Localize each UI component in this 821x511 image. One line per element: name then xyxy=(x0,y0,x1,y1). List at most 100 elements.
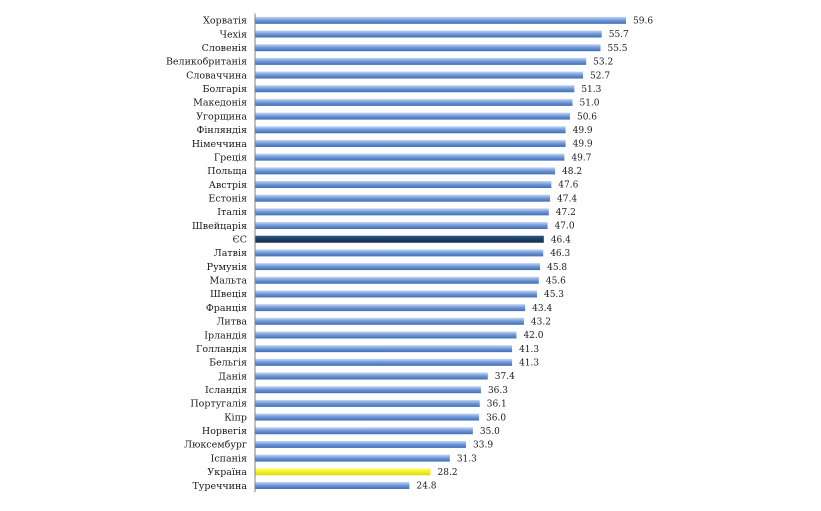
bar-10 xyxy=(255,153,565,161)
value-labels-group: 59.6 55.7 55.5 53.2 52.7 51.3 51.0 50.6 49.9 49.9… xyxy=(416,17,653,492)
value-label: 36.1 xyxy=(487,400,507,410)
value-label: 47.2 xyxy=(556,208,576,218)
bar-22 xyxy=(255,317,524,325)
value-label: 24.8 xyxy=(416,482,436,492)
bar-2 xyxy=(255,44,601,52)
bar-27 xyxy=(255,386,481,394)
bar-28 xyxy=(255,399,480,407)
value-label: 48.2 xyxy=(562,167,582,177)
category-label: Голландія xyxy=(196,344,247,355)
value-label: 45.3 xyxy=(544,290,564,300)
category-label: Болгарія xyxy=(203,84,248,95)
bar-8 xyxy=(255,126,566,134)
bar-23 xyxy=(255,331,517,339)
category-label: Бельгія xyxy=(209,358,247,369)
category-labels-group: Хорватія Чехія Словенія Великобританія Слова… xyxy=(166,16,247,492)
value-label: 51.3 xyxy=(581,85,601,95)
value-label: 41.3 xyxy=(519,359,539,369)
category-label: Австрія xyxy=(209,180,247,191)
bar-19 xyxy=(255,276,539,284)
bar-1 xyxy=(255,30,602,38)
category-label: Ірландія xyxy=(204,330,247,341)
category-label: Мальта xyxy=(209,276,247,287)
category-label: Португалія xyxy=(190,399,247,410)
category-label: Естонія xyxy=(208,193,247,204)
category-label: Іспанія xyxy=(211,453,247,464)
value-label: 50.6 xyxy=(577,112,597,122)
value-label: 47.6 xyxy=(558,181,578,191)
bar-24 xyxy=(255,345,513,353)
bar-26 xyxy=(255,372,488,380)
category-label: ЄС xyxy=(232,235,247,246)
bar-33 xyxy=(255,468,431,476)
bar-14 xyxy=(255,208,549,216)
bar-18 xyxy=(255,263,541,271)
category-label: Литва xyxy=(216,317,247,328)
value-label: 35.0 xyxy=(480,427,500,437)
bar-34 xyxy=(255,481,410,489)
value-label: 36.3 xyxy=(488,386,508,396)
bars-group xyxy=(255,16,626,489)
category-label: Польща xyxy=(207,166,247,177)
value-label: 31.3 xyxy=(457,454,477,464)
category-label: Чехія xyxy=(220,29,247,40)
category-label: Македонія xyxy=(193,98,247,109)
value-label: 55.7 xyxy=(609,30,629,40)
bar-11 xyxy=(255,167,556,175)
category-label: Румунія xyxy=(207,262,247,273)
bar-30 xyxy=(255,427,473,435)
value-label: 45.8 xyxy=(547,263,567,273)
category-label: Італія xyxy=(217,207,247,218)
value-label: 53.2 xyxy=(593,58,613,68)
category-label: Кіпр xyxy=(224,412,247,423)
bar-9 xyxy=(255,139,566,147)
category-label: Словаччина xyxy=(186,70,247,81)
bar-13 xyxy=(255,194,551,202)
bar-31 xyxy=(255,440,467,448)
value-label: 45.6 xyxy=(546,276,566,286)
bar-32 xyxy=(255,454,450,462)
category-label: Данія xyxy=(218,371,247,382)
value-label: 55.5 xyxy=(607,44,627,54)
category-label: Німеччина xyxy=(192,139,248,150)
category-label: Норвегія xyxy=(202,426,247,437)
category-label: Україна xyxy=(207,467,247,478)
value-label: 59.6 xyxy=(633,17,653,27)
value-label: 43.2 xyxy=(531,318,551,328)
value-label: 47.4 xyxy=(557,194,577,204)
bar-21 xyxy=(255,304,526,312)
bar-25 xyxy=(255,358,513,366)
bar-15 xyxy=(255,222,548,230)
bar-4 xyxy=(255,71,584,79)
category-label: Франція xyxy=(206,303,247,314)
value-label: 42.0 xyxy=(523,331,543,341)
category-label: Швеція xyxy=(210,289,247,300)
bar-29 xyxy=(255,413,480,421)
category-label: Люксембург xyxy=(184,440,247,451)
value-label: 49.7 xyxy=(571,153,591,163)
value-label: 36.0 xyxy=(486,413,506,423)
bar-6 xyxy=(255,98,573,106)
bar-12 xyxy=(255,181,552,188)
category-label: Угорщина xyxy=(196,111,247,122)
value-label: 47.0 xyxy=(555,222,575,232)
category-label: Ісландія xyxy=(205,385,247,396)
value-label: 43.4 xyxy=(532,304,552,314)
category-label: Словенія xyxy=(202,43,247,54)
bar-20 xyxy=(255,290,537,298)
value-label: 41.3 xyxy=(519,345,539,355)
category-label: Фінляндія xyxy=(197,125,248,136)
value-label: 33.9 xyxy=(473,441,493,451)
category-label: Латвія xyxy=(214,248,247,259)
bar-17 xyxy=(255,249,544,257)
bar-3 xyxy=(255,57,587,65)
category-label: Греція xyxy=(214,152,247,163)
category-label: Великобританія xyxy=(166,57,247,68)
value-label: 52.7 xyxy=(590,71,610,81)
value-label: 49.9 xyxy=(573,140,593,150)
bar-16 xyxy=(255,235,544,243)
value-label: 49.9 xyxy=(573,126,593,136)
value-label: 51.0 xyxy=(579,99,599,109)
bar-0 xyxy=(255,16,626,24)
